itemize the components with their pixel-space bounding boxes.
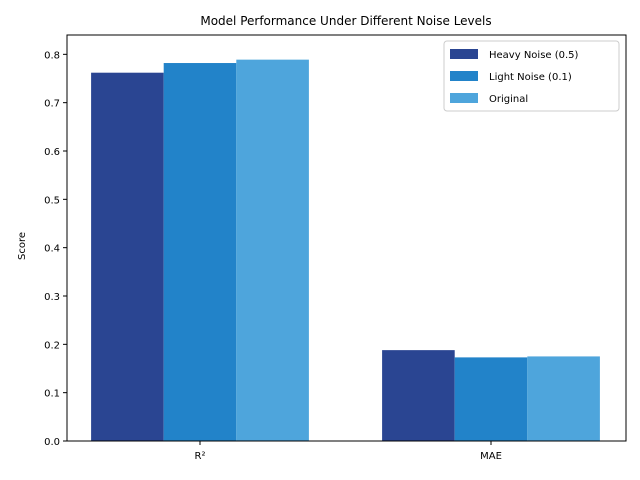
bar-2-1: [163, 63, 237, 442]
legend: Heavy Noise (0.5) Light Noise (0.1) Origin…: [443, 40, 620, 112]
y-tick-label: 0.8: [44, 50, 60, 61]
plot-frame: [66, 34, 627, 442]
y-tick-label: 0.1: [44, 389, 60, 400]
y-tick-label: 0.5: [44, 195, 60, 206]
x-ticks-group: R² MAE: [195, 441, 502, 462]
legend-label: Original: [489, 94, 528, 105]
legend-box: [443, 40, 620, 112]
bar-1-1: [91, 72, 164, 441]
x-tick-label: R²: [195, 451, 206, 462]
y-tick-label: 0.4: [44, 244, 60, 255]
legend-label: Heavy Noise (0.5): [489, 50, 579, 61]
legend-swatch: [450, 71, 478, 81]
y-axis-title: Score: [17, 232, 28, 260]
y-tick-label: 0.7: [44, 99, 60, 110]
bars-group: [91, 59, 600, 442]
y-tick-label: 0.0: [44, 437, 60, 448]
bar-2-2: [454, 357, 528, 441]
bar-3-2: [527, 356, 600, 441]
legend-swatch: [450, 93, 478, 103]
y-tick-label: 0.2: [44, 340, 60, 351]
bar-3-1: [236, 59, 309, 442]
legend-label: Light Noise (0.1): [489, 72, 572, 83]
legend-swatch: [450, 49, 478, 59]
chart-title: Model Performance Under Different Noise …: [200, 14, 491, 28]
y-tick-label: 0.6: [44, 147, 60, 158]
x-tick-label: MAE: [480, 451, 502, 462]
y-tick-label: 0.3: [44, 292, 60, 303]
y-ticks-group: 0.0 0.1 0.2 0.3 0.4 0.5 0.6 0.7 0.8: [44, 50, 67, 448]
bar-1-2: [382, 350, 455, 441]
